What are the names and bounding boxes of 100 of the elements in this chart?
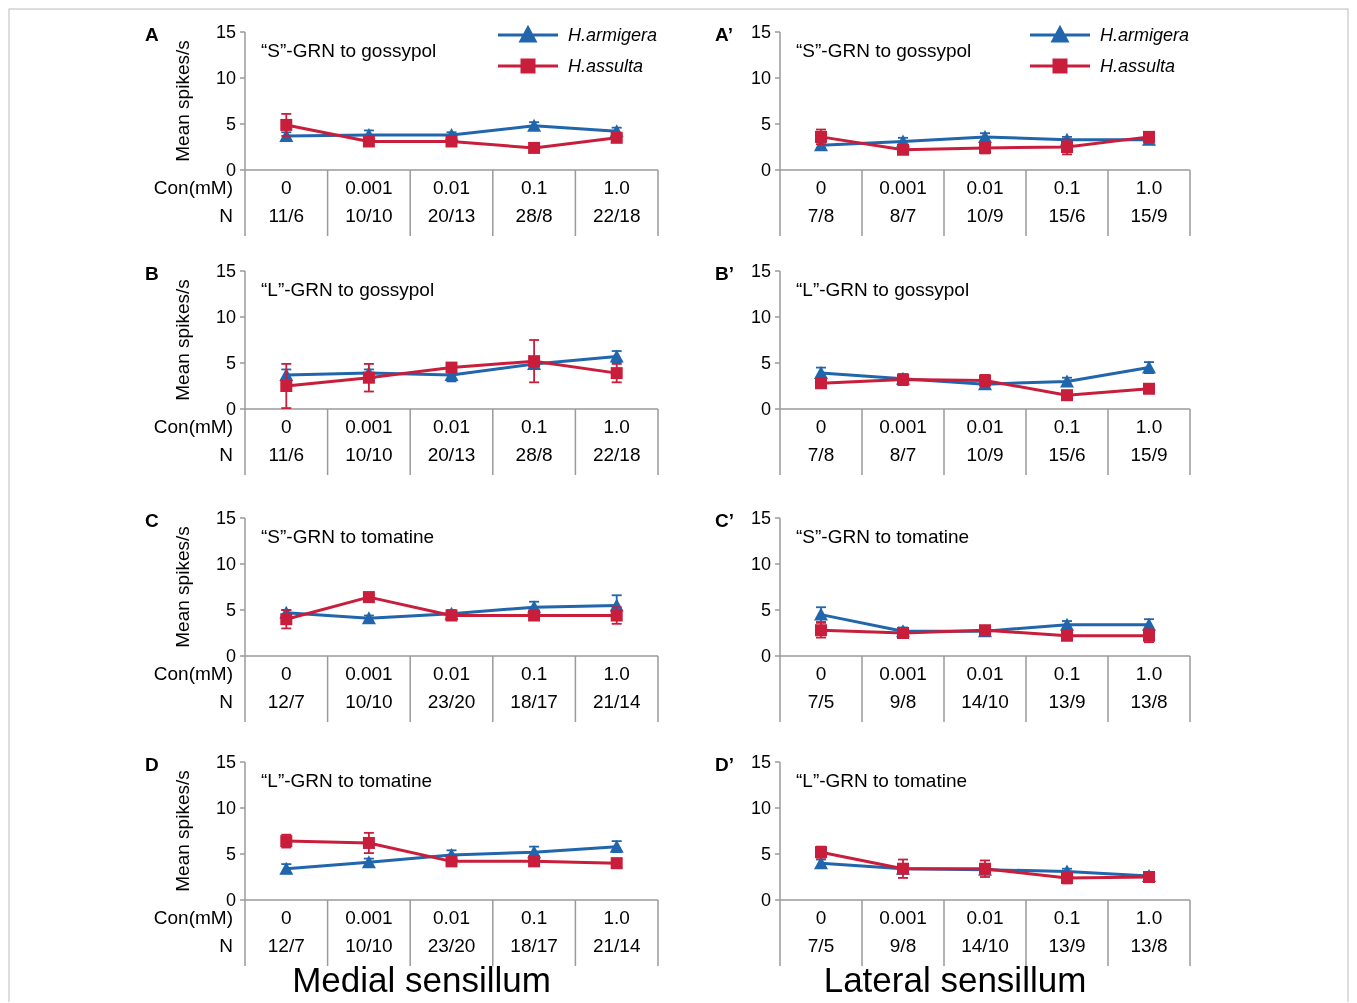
x-tick-label: 0.1 13/9 [1048,907,1086,956]
x-axis-title: Lateral sensillum [823,960,1087,999]
x-tick-label: 0.001 9/8 [879,663,927,712]
point [528,855,541,868]
x-tick-label: 0.01 20/13 [427,177,476,226]
text: N [219,444,233,465]
point [445,855,458,868]
x-tick-label: 0 7/5 [807,663,835,712]
y-tick-label: 5 [225,600,236,621]
x-tick-label: 0.001 10/10 [345,416,393,465]
x-tick-label: 0.001 10/10 [345,177,393,226]
text: B [145,263,159,284]
y-axis-title: Mean spikes/s [172,279,193,401]
text: D [145,754,159,775]
x-tick-label: 0 7/8 [807,177,835,226]
y-tick-label: 10 [750,307,771,328]
y-tick-label: 10 [750,554,771,575]
text: A’ [715,24,733,45]
text: N [219,935,233,956]
y-tick-label: 10 [750,798,771,819]
x-tick-label: 0.1 28/8 [515,416,553,465]
y-tick-label: 5 [760,600,771,621]
point [280,118,293,131]
x-tick-label: 0 11/6 [268,177,305,226]
x-tick-label: 1.0 22/18 [592,416,641,465]
chart-title: “S”-GRN to tomatine [796,526,970,547]
point [445,135,458,148]
x-tick-label: 0.01 10/9 [966,177,1004,226]
text: C’ [715,510,734,531]
chart-title: “S”-GRN to gossypol [261,40,437,61]
point [362,591,375,604]
legend-label: H.armigera [568,25,658,46]
x-tick-label: 0.1 15/6 [1048,177,1086,226]
chart-title: “L”-GRN to tomatine [796,770,968,791]
point [528,609,541,622]
x-tick-label: 0.01 23/20 [427,907,476,956]
y-axis-title: Mean spikes/s [172,770,193,892]
y-tick-label: 0 [760,160,771,181]
x-tick-label: 1.0 15/9 [1130,177,1168,226]
y-tick-label: 5 [225,353,236,374]
point [814,856,828,870]
x-tick-label: 0.01 20/13 [427,416,476,465]
point [362,836,375,849]
x-tick-label: 0.1 18/17 [510,663,558,712]
x-tick-label: 0.01 10/9 [966,416,1004,465]
x-tick-label: 0 7/8 [807,416,835,465]
point [610,131,623,144]
y-tick-label: 10 [215,307,236,328]
point [280,613,293,626]
x-tick-label: 1.0 22/18 [592,177,641,226]
chart-title: “L”-GRN to gossypol [796,279,970,300]
x-tick-label: 0.1 18/17 [510,907,558,956]
point [362,371,375,384]
point [527,118,542,132]
point [280,380,293,392]
chart-title: “S”-GRN to tomatine [261,526,435,547]
y-axis-title: Mean spikes/s [172,40,193,162]
y-tick-label: 5 [760,844,771,865]
x-tick-label: 0.01 14/10 [961,907,1009,956]
chart-title: “L”-GRN to tomatine [261,770,433,791]
y-tick-label: 10 [215,798,236,819]
text: N [219,691,233,712]
y-tick-label: 10 [215,68,236,89]
y-tick-label: 5 [760,353,771,374]
y-axis-title: Mean spikes/s [172,526,193,648]
legend-label: H.assulta [568,56,644,77]
y-tick-label: 15 [750,508,771,529]
y-tick-label: 0 [760,399,771,420]
x-tick-label: 0.1 13/9 [1048,663,1086,712]
x-tick-label: 0 11/6 [268,416,305,465]
x-tick-label: 1.0 15/9 [1130,416,1168,465]
y-tick-label: 10 [215,554,236,575]
point [528,141,541,154]
x-tick-label: 1.0 21/14 [592,663,641,712]
x-tick-label: 0 7/5 [807,907,835,956]
y-tick-label: 15 [215,508,236,529]
x-tick-label: 0.001 10/10 [345,663,393,712]
text: B’ [715,263,734,284]
y-tick-label: 5 [225,114,236,135]
chart-title: “L”-GRN to gossypol [261,279,435,300]
y-tick-label: 0 [760,646,771,667]
y-tick-label: 15 [215,752,236,773]
y-tick-label: 15 [750,752,771,773]
point [1143,382,1155,395]
x-tick-label: 0 12/7 [267,907,305,956]
legend-label: H.armigera [1100,25,1190,46]
x-tick-label: 0.001 9/8 [879,907,927,956]
point [1060,374,1074,388]
y-tick-label: 5 [760,114,771,135]
point [362,135,375,148]
x-tick-label: 0.001 8/7 [879,177,927,226]
y-tick-label: 0 [760,890,771,911]
x-tick-label: 0.01 14/10 [961,663,1009,712]
x-axis-title: Medial sensillum [292,960,551,999]
x-tick-label: 0.1 28/8 [515,177,553,226]
x-tick-label: 0 12/7 [267,663,305,712]
text: C [145,510,159,531]
point [610,857,623,870]
x-tick-label: 1.0 13/8 [1130,663,1168,712]
legend-label: H.assulta [1100,56,1176,77]
